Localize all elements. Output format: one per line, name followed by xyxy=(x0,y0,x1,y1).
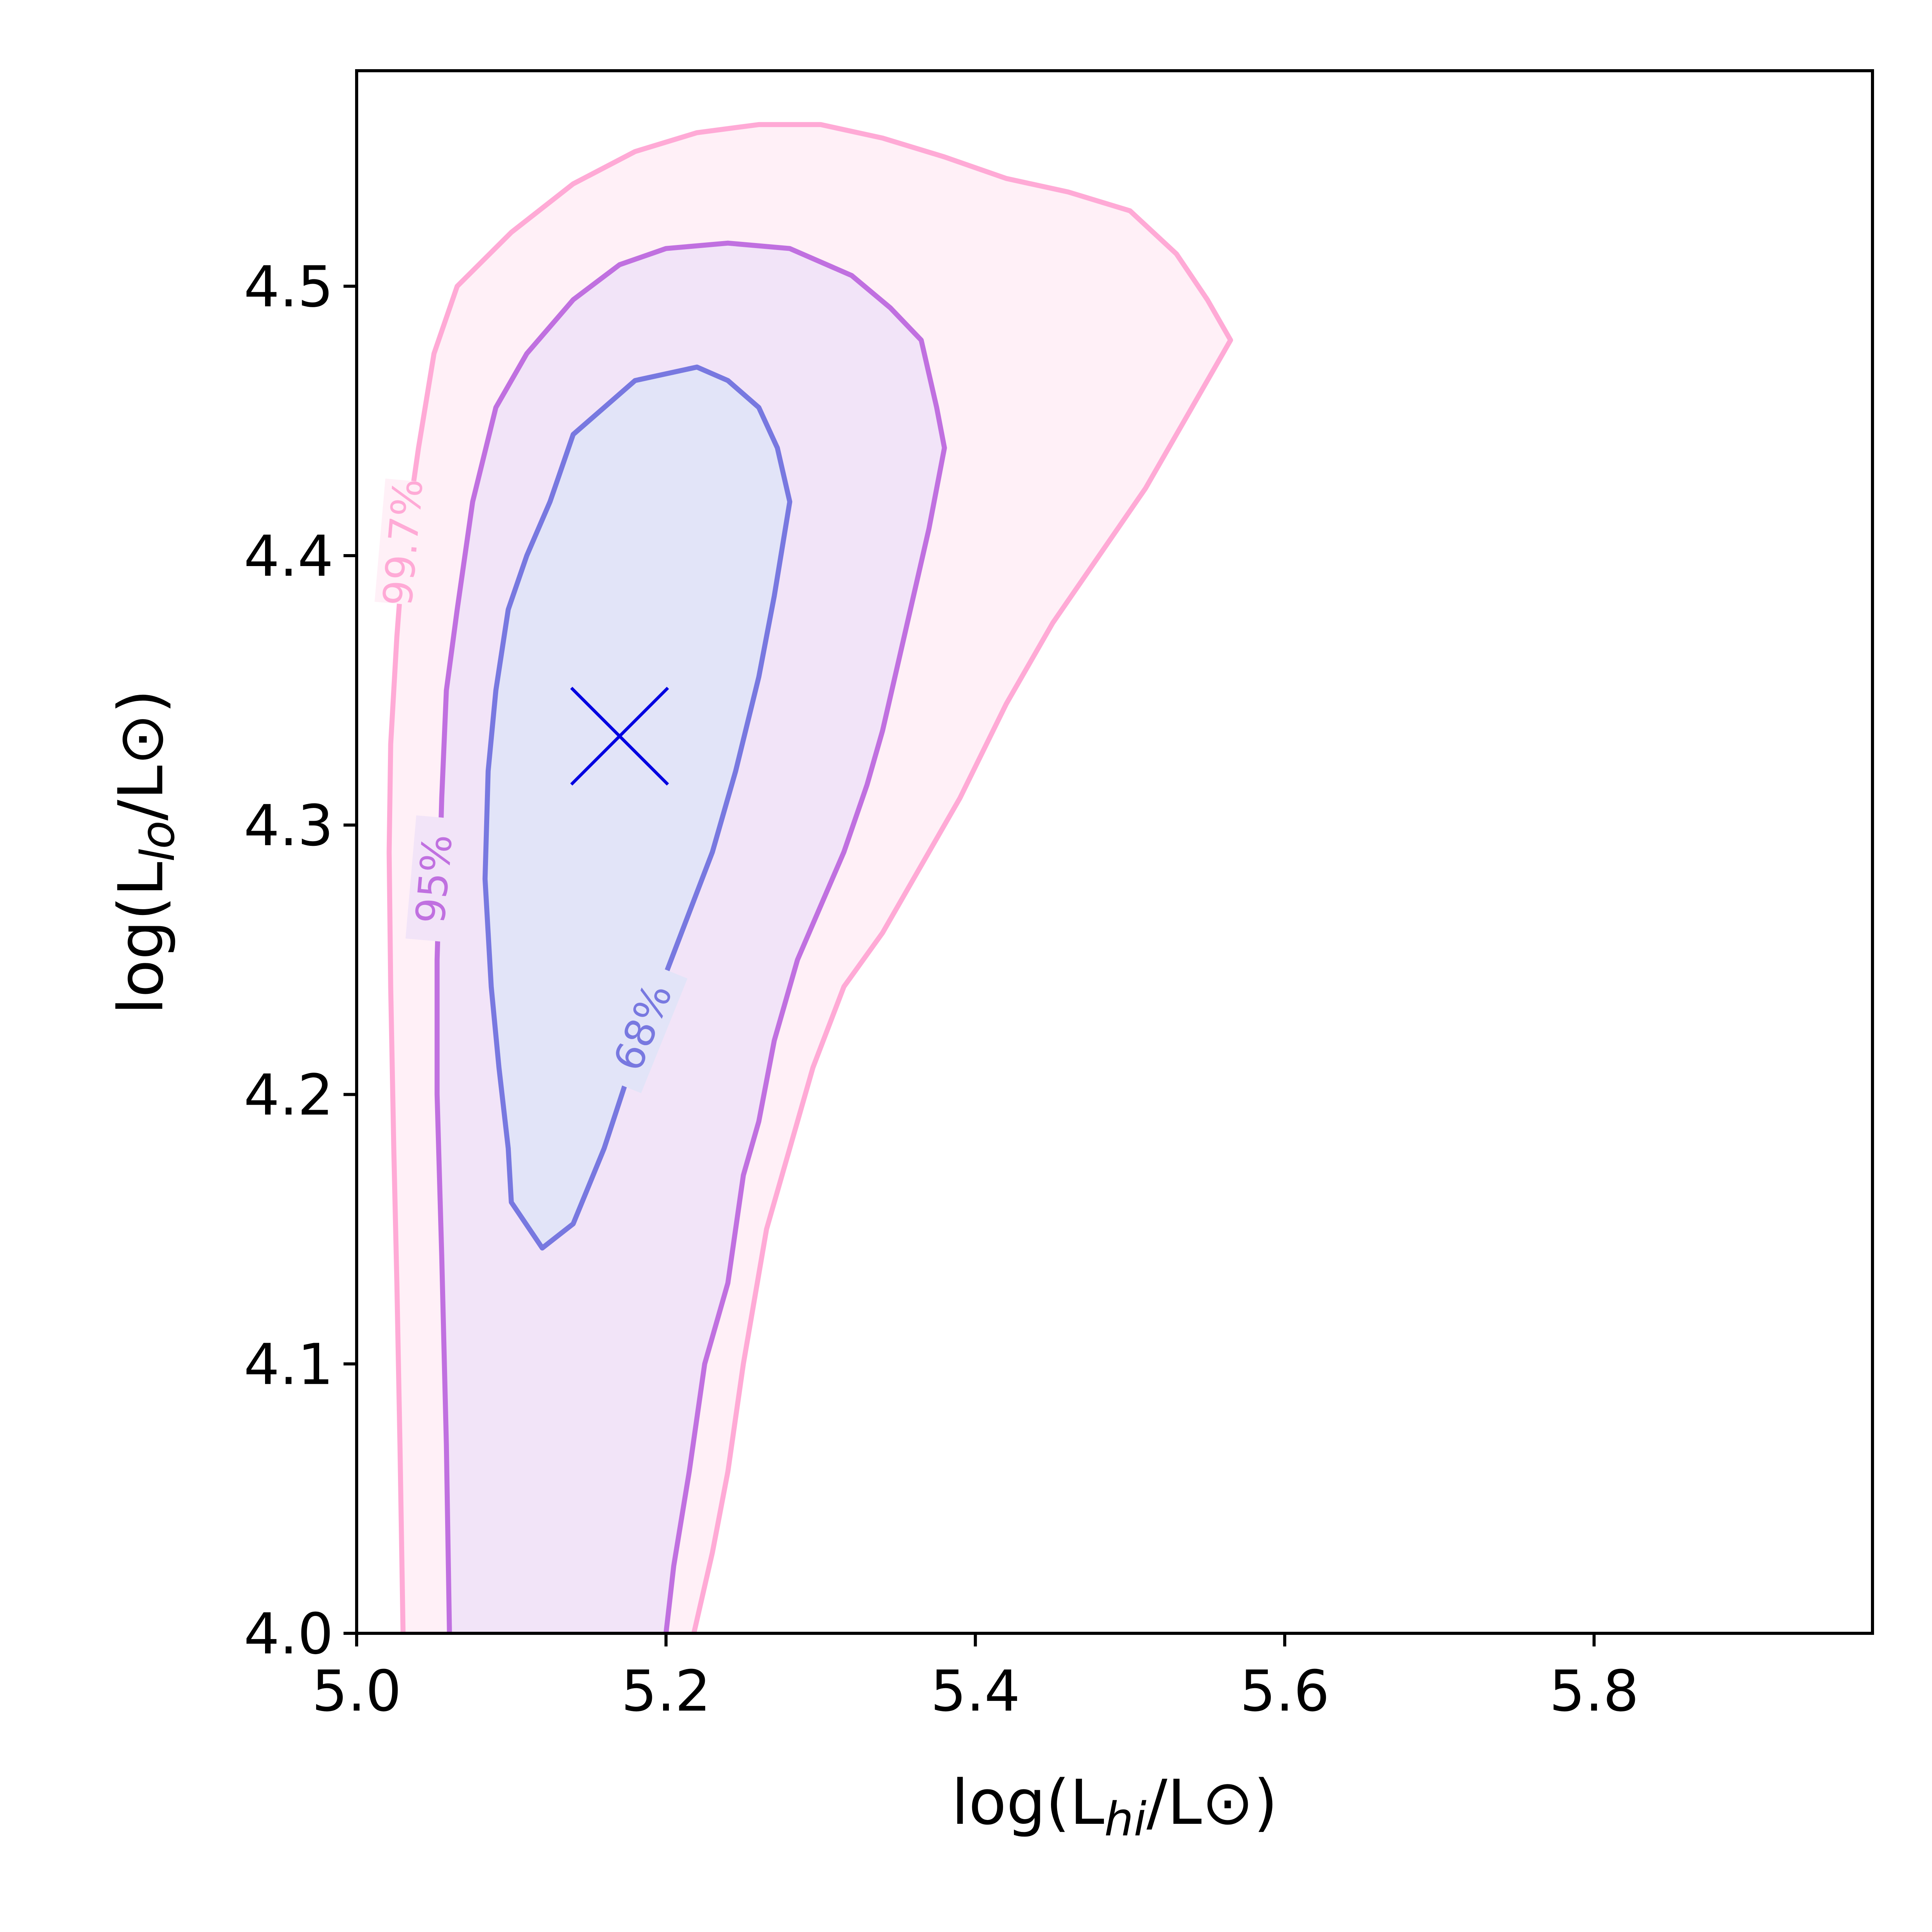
contour-label-0: 99.7% xyxy=(374,476,432,608)
contour-label-group-1: 95% xyxy=(405,815,463,943)
x-axis-label: log(Lhi/L⊙) xyxy=(951,1766,1277,1847)
y-tick-label: 4.5 xyxy=(244,254,333,320)
best-fit-marker-b xyxy=(570,687,669,786)
contour-label-bg-2 xyxy=(598,961,688,1094)
y-axis-label: log(Llo/L⊙) xyxy=(105,689,185,1015)
contour-fill-2 xyxy=(485,367,790,1248)
x-tick-label: 5.4 xyxy=(930,1658,1020,1724)
contour-label-1: 95% xyxy=(406,832,461,925)
plot-frame xyxy=(355,69,1874,1635)
x-tick-label: 5.0 xyxy=(312,1658,401,1724)
y-tick-label: 4.1 xyxy=(244,1332,333,1398)
contour-line-2 xyxy=(482,364,793,1251)
x-tick-label: 5.6 xyxy=(1240,1658,1330,1724)
y-tick-label: 4.2 xyxy=(244,1063,333,1128)
y-tick-label: 4.3 xyxy=(244,793,333,859)
marker-layer xyxy=(570,687,669,786)
contour-layer: 99.7%95%68% xyxy=(374,122,1233,1633)
y-tick-label: 4.0 xyxy=(244,1601,333,1667)
x-tick-label: 5.2 xyxy=(621,1658,711,1724)
contour-line-1 xyxy=(434,240,947,1633)
y-axis-ticks: 4.0 4.1 4.2 4.3 4.4 4.5 xyxy=(244,254,357,1667)
y-tick-label: 4.4 xyxy=(244,524,333,589)
contour-line-0 xyxy=(386,122,1233,1633)
contour-label-bg-0 xyxy=(374,478,432,606)
contour-label-bg-1 xyxy=(405,815,463,943)
x-axis-ticks: 5.0 5.2 5.4 5.6 5.8 xyxy=(312,1633,1639,1724)
contour-label-group-0: 99.7% xyxy=(374,476,432,608)
x-tick-label: 5.8 xyxy=(1549,1658,1639,1724)
